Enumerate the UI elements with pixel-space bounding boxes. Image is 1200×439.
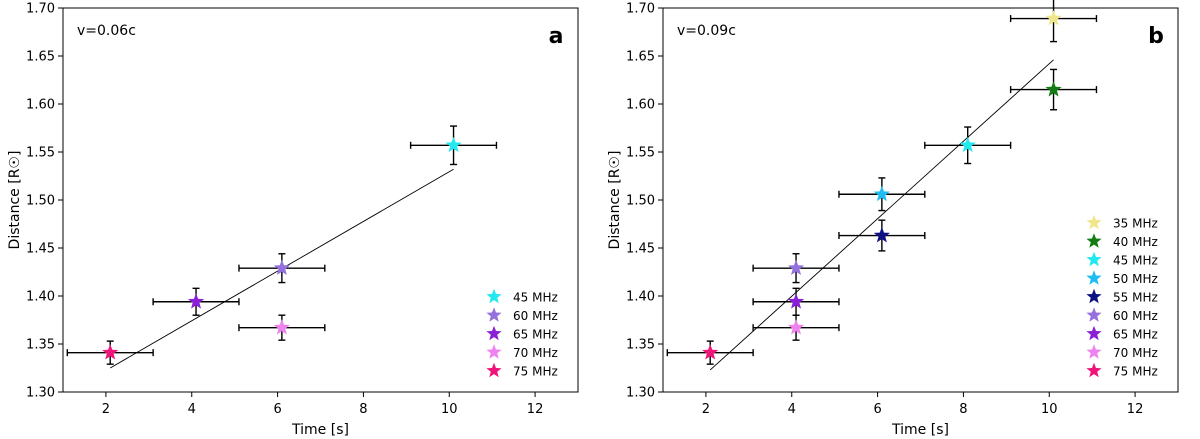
legend-star-marker — [486, 344, 502, 359]
plot-frame — [662, 7, 1179, 393]
x-tick-label: 6 — [873, 402, 881, 417]
x-tick-label: 8 — [359, 402, 367, 417]
legend-label: 50 MHz — [1113, 272, 1158, 286]
star-marker — [873, 185, 890, 202]
y-axis-label: Distance [R☉] — [7, 151, 23, 250]
data-point — [152, 287, 240, 316]
y-tick-label: 1.70 — [626, 2, 655, 17]
data-point — [752, 287, 840, 316]
star-marker — [187, 293, 205, 309]
star-marker — [787, 293, 805, 309]
x-tick-label: 2 — [102, 402, 110, 417]
star-marker — [1045, 81, 1062, 97]
x-tick-label: 10 — [1041, 402, 1058, 417]
y-tick-label: 1.30 — [26, 386, 55, 401]
star-marker — [787, 319, 805, 335]
velocity-annotation: v=0.09c — [677, 23, 736, 39]
legend-star-marker — [1086, 233, 1102, 248]
panel-letter: a — [549, 24, 564, 49]
x-tick-label: 8 — [959, 402, 967, 417]
y-tick-label: 1.30 — [626, 386, 655, 401]
legend-star-marker — [1086, 214, 1102, 230]
x-tick-label: 4 — [788, 402, 796, 417]
x-axis-label: Time [s] — [891, 422, 949, 438]
legend-label: 70 MHz — [1113, 346, 1158, 360]
data-point — [752, 253, 840, 284]
legend-label: 35 MHz — [1113, 216, 1158, 230]
legend-star-marker — [1086, 325, 1102, 341]
panel-letter: b — [1148, 24, 1164, 49]
legend-label: 55 MHz — [1113, 290, 1158, 304]
star-marker — [787, 259, 805, 276]
x-tick-label: 4 — [188, 402, 196, 417]
data-point — [838, 177, 926, 212]
legend-label: 45 MHz — [513, 290, 558, 304]
data-point — [238, 253, 326, 284]
legend-star-marker — [486, 325, 502, 341]
star-marker — [273, 259, 290, 276]
data-point — [1009, 0, 1098, 43]
y-tick-label: 1.60 — [626, 98, 655, 113]
star-marker — [273, 319, 290, 335]
legend-star-marker — [486, 307, 502, 322]
data-point — [924, 126, 1012, 165]
star-marker — [873, 227, 890, 243]
legend-label: 60 MHz — [1113, 309, 1158, 323]
y-tick-label: 1.40 — [26, 290, 55, 305]
y-tick-label: 1.65 — [626, 50, 655, 65]
y-axis-label: Distance [R☉] — [607, 151, 623, 250]
legend-label: 65 MHz — [513, 327, 558, 341]
y-tick-label: 1.65 — [26, 50, 55, 65]
x-tick-label: 10 — [441, 402, 458, 417]
legend-label: 45 MHz — [1113, 253, 1158, 267]
legend-label: 60 MHz — [513, 309, 558, 323]
legend-star-marker — [1086, 288, 1102, 304]
data-point — [238, 314, 326, 341]
legend-label: 65 MHz — [1113, 327, 1158, 341]
x-axis-label: Time [s] — [291, 422, 349, 438]
y-tick-label: 1.35 — [626, 338, 655, 353]
y-tick-label: 1.55 — [626, 146, 655, 161]
data-point — [66, 340, 154, 365]
star-marker — [102, 344, 119, 360]
star-marker — [702, 344, 719, 360]
x-tick-label: 6 — [273, 402, 281, 417]
y-tick-label: 1.50 — [626, 194, 655, 209]
data-point — [1009, 68, 1098, 111]
y-tick-label: 1.35 — [26, 338, 55, 353]
y-tick-label: 1.50 — [26, 194, 55, 209]
legend-star-marker — [1086, 307, 1102, 322]
data-point — [838, 219, 926, 252]
y-tick-label: 1.55 — [26, 146, 55, 161]
legend-star-marker — [1086, 362, 1102, 378]
legend-label: 40 MHz — [1113, 235, 1158, 249]
legend-star-marker — [1086, 251, 1102, 267]
x-tick-label: 12 — [527, 402, 544, 417]
chart-panel-b: 2 4 6 8 10 12 1.30 1.35 1.40 1.45 1.50 1.55 1.60 1.65… — [607, 0, 1179, 438]
y-tick-label: 1.70 — [26, 2, 55, 17]
star-marker — [959, 136, 976, 153]
legend-star-marker — [1086, 270, 1102, 285]
star-marker — [1045, 10, 1062, 26]
legend-label: 70 MHz — [513, 346, 558, 360]
data-point — [666, 340, 754, 365]
velocity-annotation: v=0.06c — [77, 23, 136, 39]
legend-star-marker — [1086, 344, 1102, 359]
plot-frame — [62, 7, 579, 393]
x-tick-label: 2 — [702, 402, 710, 417]
data-point — [409, 125, 498, 166]
y-tick-label: 1.60 — [26, 98, 55, 113]
legend-star-marker — [486, 288, 502, 304]
chart-panel-a: 2 4 6 8 10 12 1.30 1.35 1.40 1.45 1.50 1.55 1.60 1.65… — [7, 2, 579, 438]
legend-label: 75 MHz — [513, 364, 558, 378]
data-point — [752, 314, 840, 341]
x-tick-label: 12 — [1127, 402, 1144, 417]
y-tick-label: 1.40 — [626, 290, 655, 305]
legend-star-marker — [486, 362, 502, 378]
y-tick-label: 1.45 — [626, 242, 655, 257]
fit-line — [709, 59, 1054, 371]
star-marker — [445, 136, 462, 153]
y-tick-label: 1.45 — [26, 242, 55, 257]
legend-label: 75 MHz — [1113, 364, 1158, 378]
